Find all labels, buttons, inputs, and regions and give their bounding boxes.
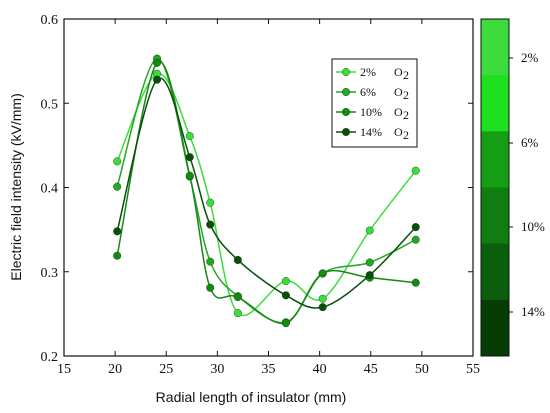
data-point (206, 220, 215, 229)
colorbar-label: 2% (521, 50, 539, 65)
x-tick-label: 20 (108, 362, 122, 377)
colorbar-label: 14% (521, 304, 545, 319)
data-point (113, 182, 122, 191)
legend-entry-subscript: 2 (403, 128, 409, 142)
colorbar-band (481, 19, 509, 76)
colorbar-band (481, 75, 509, 132)
plot-area: 15 20 25 30 35 40 45 50 55 0.2 0.3 0.4 0.5 0.6 (41, 13, 481, 377)
data-point (206, 283, 215, 292)
data-point (185, 171, 194, 180)
data-point (206, 257, 215, 266)
x-tick-label: 25 (159, 362, 173, 377)
legend-entry-suffix: O (394, 125, 403, 139)
x-tick-label: 30 (210, 362, 224, 377)
colorbar-band (481, 299, 509, 357)
legend-entry-subscript: 2 (403, 108, 409, 122)
x-tick-label: 35 (262, 362, 276, 377)
x-tick-label: 45 (364, 362, 378, 377)
data-point (113, 251, 122, 260)
data-point (281, 319, 290, 328)
y-tick-label: 0.5 (41, 97, 59, 112)
y-tick-label: 0.6 (41, 13, 59, 28)
x-axis-title: Radial length of insulator (mm) (156, 389, 347, 405)
data-point (365, 271, 374, 280)
x-tick-label: 50 (415, 362, 429, 377)
data-point (318, 294, 327, 303)
data-point (153, 75, 162, 84)
y-tick-label: 0.2 (41, 350, 59, 365)
legend-entry-subscript: 2 (403, 68, 409, 82)
data-point (185, 132, 194, 141)
legend-marker (342, 107, 351, 116)
colorbar-band (481, 131, 509, 188)
data-point (365, 258, 374, 267)
y-axis-title: Electric field intensity (kV/mm) (8, 93, 24, 280)
data-point (153, 58, 162, 67)
data-point (411, 223, 420, 232)
data-point (233, 255, 242, 264)
data-point (411, 166, 420, 175)
colorbar-band (481, 187, 509, 245)
legend-entry-label: 6% (360, 85, 376, 99)
series-line-0 (116, 73, 417, 317)
y-tick-label: 0.3 (41, 266, 59, 281)
legend-entry-label: 14% (360, 125, 382, 139)
colorbar-frame (480, 18, 510, 357)
legend-entry-label: 10% (360, 105, 382, 119)
legend-entry-suffix: O (394, 85, 403, 99)
data-point (185, 153, 194, 162)
y-tick-label: 0.4 (41, 182, 59, 197)
colorbar: 2% 6% 10% 14% (480, 18, 545, 357)
colorbar-band (481, 243, 509, 301)
data-point (411, 278, 420, 287)
data-point (113, 157, 122, 166)
data-point (233, 293, 242, 302)
legend-entry-subscript: 2 (403, 88, 409, 102)
data-point (206, 198, 215, 207)
legend-marker (342, 67, 351, 76)
colorbar-label: 10% (521, 219, 545, 234)
legend-marker (342, 127, 351, 136)
legend-entry-suffix: O (394, 105, 403, 119)
legend-marker (342, 87, 351, 96)
x-tick-label: 15 (57, 362, 71, 377)
data-point (318, 269, 327, 278)
data-point (318, 303, 327, 312)
legend-entry-suffix: O (394, 65, 403, 79)
data-point (365, 226, 374, 235)
x-tick-label: 55 (466, 362, 480, 377)
data-point (113, 227, 122, 236)
data-point (411, 235, 420, 244)
legend: 2% O 26% O 210% O 214% O 2 (331, 58, 418, 148)
data-point (281, 277, 290, 286)
legend-entry-label: 2% (360, 65, 376, 79)
colorbar-label: 6% (521, 135, 539, 150)
data-point (281, 291, 290, 300)
x-tick-label: 40 (313, 362, 327, 377)
data-point (233, 309, 242, 318)
